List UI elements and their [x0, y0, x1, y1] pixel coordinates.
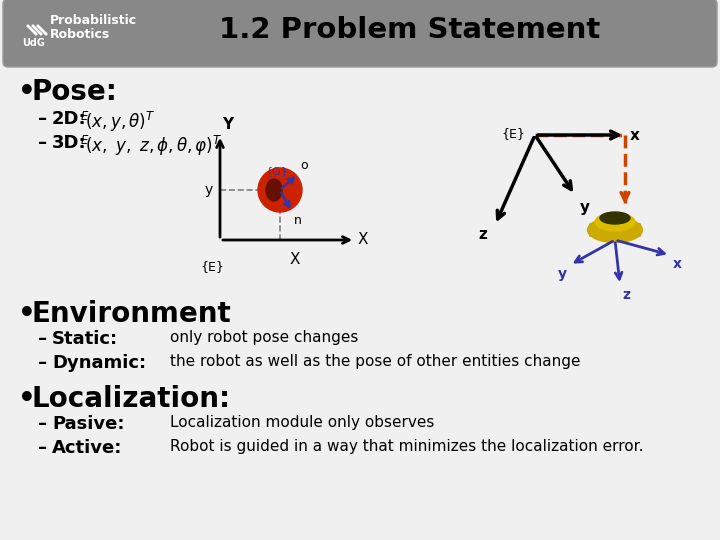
FancyBboxPatch shape [3, 0, 717, 67]
Text: 1.2 Problem Statement: 1.2 Problem Statement [220, 16, 600, 44]
Text: Active:: Active: [52, 439, 122, 457]
Text: Robot is guided in a way that minimizes the localization error.: Robot is guided in a way that minimizes … [170, 439, 644, 454]
Text: only robot pose changes: only robot pose changes [170, 330, 359, 345]
Text: the robot as well as the pose of other entities change: the robot as well as the pose of other e… [170, 354, 580, 369]
Text: Localization module only observes: Localization module only observes [170, 415, 434, 430]
Text: 2D:: 2D: [52, 110, 86, 128]
Text: –: – [38, 415, 47, 433]
Text: UdG: UdG [22, 38, 45, 48]
Text: Pasive:: Pasive: [52, 415, 125, 433]
Text: z: z [622, 288, 630, 302]
Text: –: – [38, 354, 47, 372]
Text: x: x [673, 257, 682, 271]
Text: y: y [580, 200, 590, 215]
Text: 3D:: 3D: [52, 134, 86, 152]
Text: {G}: {G} [266, 166, 289, 176]
Text: $^E\!(x,y,\theta)^T$: $^E\!(x,y,\theta)^T$ [80, 110, 156, 134]
Circle shape [258, 168, 302, 212]
Text: z: z [478, 227, 487, 242]
Text: Robotics: Robotics [50, 28, 110, 41]
Text: X: X [358, 233, 369, 247]
Text: n: n [294, 214, 302, 227]
Text: –: – [38, 134, 47, 152]
Ellipse shape [588, 218, 642, 242]
Text: {E}: {E} [200, 260, 224, 273]
Text: y: y [204, 183, 213, 197]
Ellipse shape [600, 212, 630, 224]
Text: •: • [18, 385, 36, 413]
Text: x: x [630, 127, 640, 143]
Text: Environment: Environment [32, 300, 232, 328]
Text: y: y [558, 267, 567, 281]
Text: Localization:: Localization: [32, 385, 231, 413]
Text: o: o [300, 159, 307, 172]
Text: $^E\!(x,\ y,\ z,\phi,\theta,\varphi)^T$: $^E\!(x,\ y,\ z,\phi,\theta,\varphi)^T$ [80, 134, 222, 158]
Ellipse shape [595, 213, 635, 231]
Text: •: • [18, 78, 36, 106]
Text: –: – [38, 330, 47, 348]
Ellipse shape [266, 179, 282, 201]
Text: Static:: Static: [52, 330, 118, 348]
Text: Y: Y [222, 117, 233, 132]
Text: –: – [38, 110, 47, 128]
Text: X: X [289, 252, 300, 267]
Text: Pose:: Pose: [32, 78, 118, 106]
Text: Dynamic:: Dynamic: [52, 354, 146, 372]
Text: •: • [18, 300, 36, 328]
Text: {E}: {E} [501, 127, 525, 140]
Text: –: – [38, 439, 47, 457]
Text: Probabilistic: Probabilistic [50, 14, 137, 27]
